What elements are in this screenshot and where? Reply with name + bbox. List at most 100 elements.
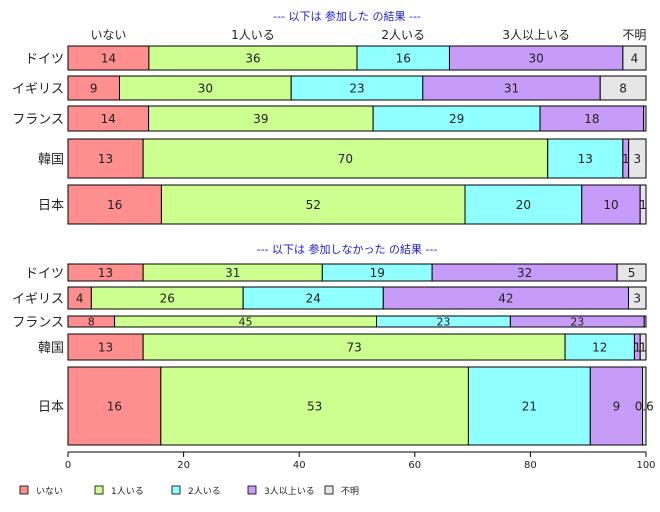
legend-swatch bbox=[324, 485, 334, 495]
legend-label: 不明 bbox=[341, 486, 359, 497]
segment-value: 8 bbox=[88, 316, 95, 329]
segment-value: 4 bbox=[631, 52, 639, 66]
legend-swatch bbox=[247, 485, 257, 495]
segment-value: 10 bbox=[603, 198, 618, 212]
segment-value: 16 bbox=[107, 198, 122, 212]
bar-segment bbox=[290, 75, 424, 101]
bar-row: フランス 8 45 23 23 bbox=[12, 315, 647, 331]
bar-segment bbox=[67, 333, 144, 361]
segment-value: 26 bbox=[160, 292, 175, 306]
column-labels: いない 1人いる 2人いる 3人以上いる 不明 bbox=[90, 28, 646, 42]
bar-segment bbox=[422, 75, 601, 101]
segment-value: 19 bbox=[370, 266, 385, 280]
bar-segment bbox=[643, 315, 647, 328]
segment-value: 1 bbox=[634, 341, 642, 355]
tick-label: 80 bbox=[524, 460, 537, 471]
segment-value: 14 bbox=[101, 112, 116, 126]
bar-row: フランス 14 39 29 18 bbox=[12, 105, 647, 132]
bar-segment bbox=[356, 45, 450, 71]
tick-label: 40 bbox=[293, 460, 306, 471]
column-label: 3人以上いる bbox=[502, 28, 570, 42]
legend-swatch bbox=[94, 485, 104, 495]
column-label: 不明 bbox=[622, 28, 646, 42]
segment-value: 13 bbox=[578, 152, 593, 166]
tick-label: 60 bbox=[408, 460, 421, 471]
panel-title: --- 以下は 参加した の結果 --- bbox=[273, 9, 421, 23]
segment-value: 3 bbox=[634, 152, 642, 166]
segment-value: 53 bbox=[307, 400, 322, 414]
segment-value: 32 bbox=[517, 266, 532, 280]
category-label: フランス bbox=[12, 316, 64, 331]
bar-segment bbox=[599, 75, 647, 101]
bar-row: 韓国 13 70 13 1 3 bbox=[38, 138, 647, 179]
legend-swatch bbox=[19, 485, 29, 495]
segment-value: 39 bbox=[253, 112, 268, 126]
bar-segment bbox=[581, 184, 641, 225]
category-label: ドイツ bbox=[25, 52, 64, 67]
segment-value: 16 bbox=[396, 52, 411, 66]
segment-value: 23 bbox=[570, 316, 584, 329]
segment-value: 24 bbox=[306, 292, 321, 306]
segment-value: 5 bbox=[628, 266, 636, 280]
category-label: フランス bbox=[12, 113, 64, 128]
category-label: 日本 bbox=[38, 400, 64, 415]
segment-value: 14 bbox=[101, 52, 116, 66]
segment-value: 30 bbox=[529, 52, 544, 66]
bar-segment bbox=[616, 263, 647, 282]
bar-segment bbox=[539, 105, 645, 132]
segment-value: 20 bbox=[516, 198, 531, 212]
segment-value: 31 bbox=[225, 266, 240, 280]
bar-row: ドイツ 13 31 19 32 5 bbox=[25, 263, 647, 282]
bar-segment bbox=[160, 366, 469, 446]
column-label: 2人いる bbox=[381, 28, 425, 42]
bar-segment bbox=[628, 138, 647, 179]
segment-value: 73 bbox=[346, 341, 361, 355]
bar-segment bbox=[622, 45, 647, 71]
bar-segment bbox=[643, 105, 647, 132]
bar-row: ドイツ 14 36 16 30 4 bbox=[25, 45, 647, 71]
column-label: いない bbox=[90, 28, 126, 42]
legend-label: いない bbox=[36, 486, 63, 497]
segment-value: 70 bbox=[338, 152, 353, 166]
segment-value: 52 bbox=[306, 198, 321, 212]
segment-value: 1 bbox=[639, 341, 647, 355]
segment-value: 13 bbox=[98, 266, 113, 280]
x-axis: 0 20 40 60 80 100 bbox=[65, 451, 656, 471]
category-label: イギリス bbox=[12, 292, 64, 307]
bar-segment bbox=[67, 75, 121, 101]
segment-value: 21 bbox=[522, 400, 537, 414]
category-label: ドイツ bbox=[25, 267, 64, 282]
bar-row: 日本 16 52 20 10 1 bbox=[38, 184, 647, 225]
bar-segment bbox=[589, 366, 644, 446]
panel-title: --- 以下は 参加しなかった の結果 --- bbox=[257, 242, 438, 256]
segment-value: 42 bbox=[498, 292, 513, 306]
bar-segment bbox=[642, 366, 647, 446]
bar-segment bbox=[639, 184, 647, 225]
segment-value: 9 bbox=[90, 82, 98, 96]
category-label: 日本 bbox=[38, 199, 64, 214]
segment-value: 23 bbox=[349, 82, 364, 96]
column-label: 1人いる bbox=[231, 28, 275, 42]
segment-value: 45 bbox=[239, 316, 253, 329]
segment-value: 13 bbox=[98, 152, 113, 166]
segment-value: 4 bbox=[76, 292, 84, 306]
segment-value: 3 bbox=[633, 292, 641, 306]
segment-value: 9 bbox=[613, 400, 621, 414]
segment-value: 30 bbox=[198, 82, 213, 96]
category-label: イギリス bbox=[12, 82, 64, 97]
legend-label: 3人以上いる bbox=[264, 486, 315, 497]
segment-value: 12 bbox=[592, 341, 607, 355]
legend: いない 1人いる 2人いる 3人以上いる 不明 bbox=[19, 485, 359, 497]
segment-value: 8 bbox=[619, 82, 627, 96]
bar-segment bbox=[119, 75, 292, 101]
bar-segment bbox=[639, 333, 647, 361]
bar-segment bbox=[67, 138, 144, 179]
bar-segment bbox=[148, 45, 358, 71]
tick-label: 0 bbox=[65, 460, 71, 471]
bar-row: イギリス 4 26 24 42 3 bbox=[12, 286, 647, 310]
segment-value: 1 bbox=[639, 198, 647, 212]
segment-value: 0.6 bbox=[635, 400, 654, 414]
